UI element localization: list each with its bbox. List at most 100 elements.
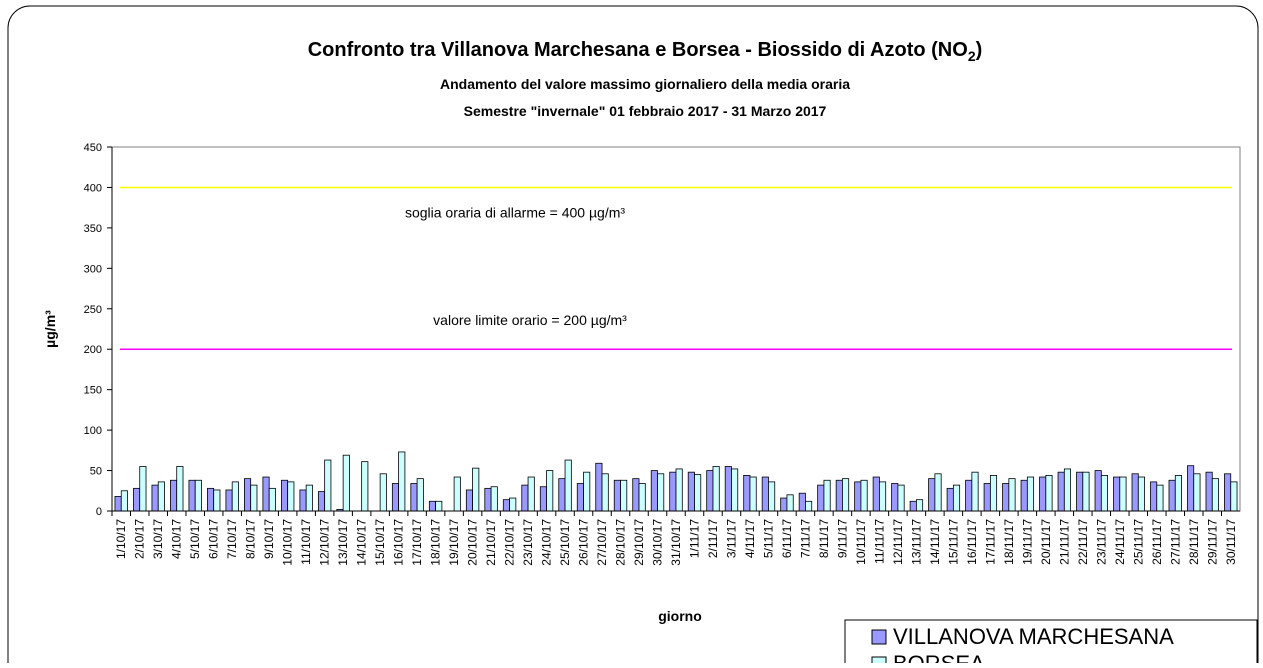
legend-label: BORSEA <box>893 651 985 663</box>
x-tick-label: 3/10/17 <box>151 519 165 559</box>
x-tick-label: 16/10/17 <box>392 519 406 566</box>
bar <box>1211 478 1219 512</box>
bar <box>564 459 572 512</box>
bar <box>170 479 178 512</box>
bar <box>509 497 517 512</box>
bar <box>1057 471 1065 512</box>
x-tick-label: 13/11/17 <box>909 519 923 565</box>
bar <box>694 474 702 512</box>
x-tick-label: 11/10/17 <box>299 519 313 565</box>
y-tick-label: 250 <box>84 304 102 316</box>
bar <box>453 476 461 512</box>
x-tick-label: 29/11/17 <box>1205 519 1219 565</box>
x-tick-label: 5/10/17 <box>188 519 202 559</box>
bar <box>1082 471 1090 512</box>
x-tick-label: 14/10/17 <box>355 519 369 566</box>
x-tick-label: 1/10/17 <box>114 519 128 559</box>
bar <box>398 451 406 512</box>
bar <box>1150 481 1158 512</box>
x-tick-label: 16/11/17 <box>965 519 979 565</box>
x-tick-label: 26/11/17 <box>1150 519 1164 565</box>
x-tick-label: 18/11/17 <box>1002 519 1016 565</box>
bar <box>768 481 776 512</box>
bar <box>601 473 609 512</box>
x-tick-label: 28/11/17 <box>1187 519 1201 565</box>
x-tick-label: 15/11/17 <box>946 519 960 565</box>
bar <box>539 486 547 512</box>
bar <box>1045 475 1053 512</box>
x-tick-label: 11/11/17 <box>872 519 886 564</box>
bar <box>613 479 621 512</box>
bar <box>1119 476 1127 512</box>
bar <box>1113 476 1121 512</box>
bar <box>860 479 868 512</box>
y-tick-label: 400 <box>84 182 102 194</box>
x-tick-label: 30/11/17 <box>1224 519 1238 565</box>
legend-swatch <box>871 629 887 645</box>
bar <box>558 478 566 512</box>
x-tick-label: 27/10/17 <box>595 519 609 566</box>
x-tick-label: 4/10/17 <box>170 519 184 559</box>
bar <box>231 481 239 512</box>
bar <box>465 489 473 512</box>
bar <box>280 479 289 512</box>
bar <box>1076 471 1084 512</box>
subtitle: Semestre "invernale" 01 febbraio 2017 - … <box>464 103 827 119</box>
bar <box>712 466 720 512</box>
bar <box>1131 473 1139 512</box>
x-axis-label: giorno <box>658 608 702 624</box>
x-tick-label: 20/11/17 <box>1039 519 1053 565</box>
x-tick-label: 8/10/17 <box>244 519 258 559</box>
bar <box>324 459 332 512</box>
bar <box>675 468 683 512</box>
x-tick-label: 29/10/17 <box>632 519 646 566</box>
x-tick-label: 12/11/17 <box>891 519 905 565</box>
bar <box>1193 473 1201 512</box>
x-tick-label: 4/11/17 <box>743 519 757 558</box>
bar <box>1063 468 1072 512</box>
legend-label: VILLANOVA MARCHESANA <box>893 624 1174 649</box>
x-tick-label: 7/10/17 <box>225 519 239 559</box>
bar <box>1008 478 1016 512</box>
bar <box>410 483 418 512</box>
legend-swatch <box>871 656 887 668</box>
x-tick-label: 12/10/17 <box>318 519 332 566</box>
bar <box>207 487 215 512</box>
x-tick-label: 22/11/17 <box>1076 519 1090 565</box>
bar <box>983 483 991 512</box>
bar <box>287 481 295 512</box>
x-tick-label: 26/10/17 <box>577 519 591 566</box>
bar <box>268 487 276 512</box>
bar <box>416 478 424 512</box>
bar <box>595 462 603 512</box>
x-tick-label: 19/11/17 <box>1020 519 1034 565</box>
bar <box>1002 483 1010 512</box>
bar <box>934 473 942 512</box>
x-tick-label: 6/10/17 <box>207 519 221 559</box>
y-tick-label: 450 <box>84 142 102 154</box>
bar <box>842 478 850 512</box>
x-tick-label: 15/10/17 <box>373 519 387 566</box>
bar <box>120 490 128 512</box>
bar <box>484 487 492 512</box>
x-tick-label: 10/10/17 <box>281 519 295 566</box>
bar <box>724 466 732 512</box>
bar <box>952 484 961 512</box>
y-tick-label: 300 <box>84 263 102 275</box>
bar <box>244 478 252 512</box>
x-tick-label: 22/10/17 <box>503 519 517 566</box>
x-tick-label: 21/10/17 <box>484 519 498 566</box>
bar <box>139 466 147 512</box>
bar <box>835 479 843 512</box>
bar <box>133 487 141 512</box>
bar <box>1230 481 1238 512</box>
bar <box>632 478 640 512</box>
bar <box>342 454 350 512</box>
bar <box>743 475 751 512</box>
x-tick-label: 24/10/17 <box>540 519 554 566</box>
bar <box>472 467 480 512</box>
bar <box>1020 479 1028 512</box>
x-tick-label: 30/10/17 <box>651 519 665 566</box>
x-tick-label: 5/11/17 <box>761 519 775 558</box>
